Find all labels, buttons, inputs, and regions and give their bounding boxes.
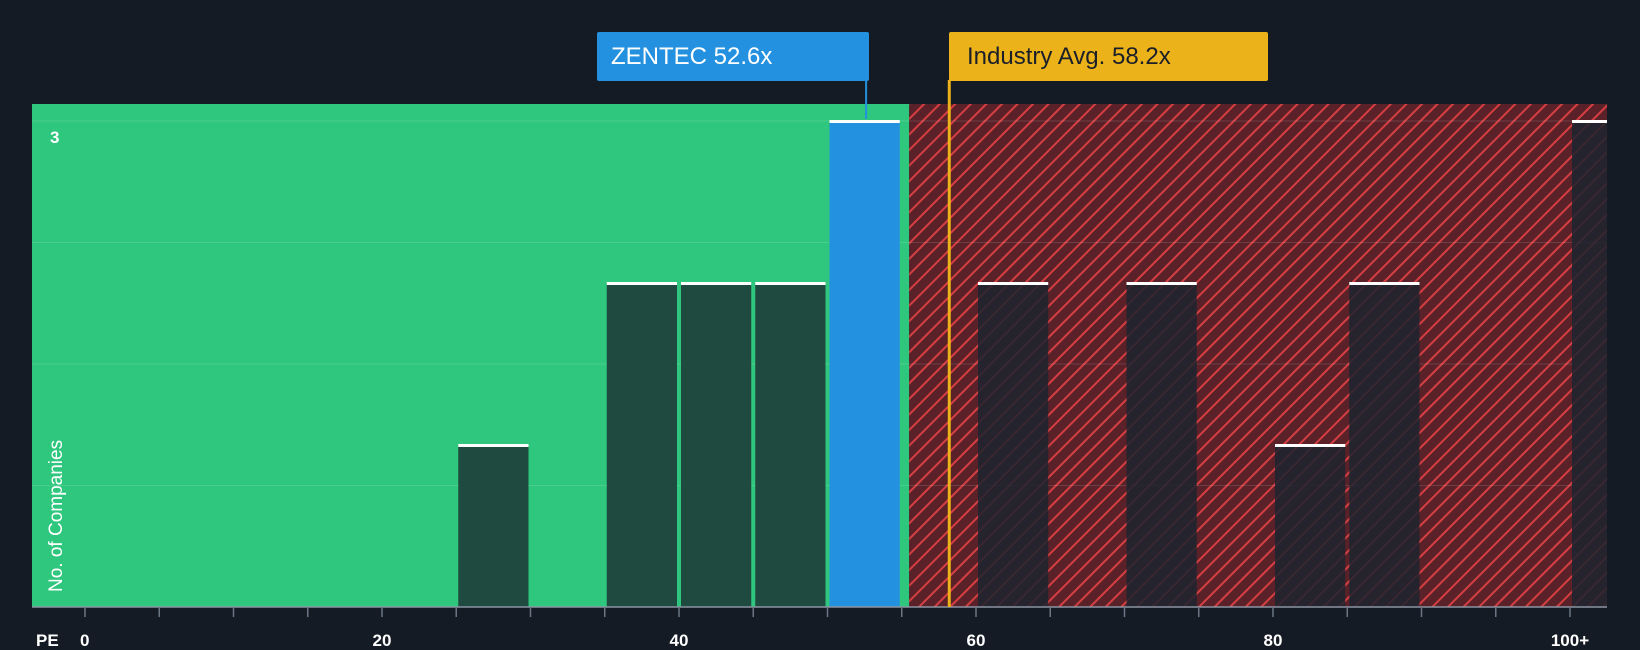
- x-tick-label: 80: [1264, 631, 1283, 650]
- bar-cap: [606, 282, 677, 285]
- y-axis-label: No. of Companies: [46, 440, 67, 592]
- bar-cap: [681, 282, 752, 285]
- bar-cap: [829, 120, 900, 123]
- histogram-bar: [1572, 121, 1607, 607]
- bar-cap: [1349, 282, 1420, 285]
- bar-cap: [1275, 444, 1346, 447]
- company-bin-bar: [829, 121, 900, 607]
- industry-avg-value: 58.2x: [1111, 43, 1171, 70]
- x-tick-label: 100+: [1551, 631, 1589, 650]
- bar-cap: [978, 282, 1049, 285]
- bar-cap: [755, 282, 826, 285]
- histogram-bar: [755, 283, 826, 607]
- bar-cap: [458, 444, 529, 447]
- histogram-bar: [978, 283, 1049, 607]
- y-tick-label: 3: [50, 128, 59, 147]
- histogram-bar: [1349, 283, 1420, 607]
- x-axis-label: PE: [36, 631, 59, 650]
- histogram-bar: [458, 445, 529, 607]
- histogram-bar: [606, 283, 677, 607]
- histogram-bar: [681, 283, 752, 607]
- bar-cap: [1126, 282, 1197, 285]
- company-ticker: ZENTEC: [611, 43, 707, 70]
- company-pe-value: 52.6x: [713, 43, 773, 70]
- company-pe-callout: ZENTEC 52.6x: [597, 32, 869, 81]
- industry-avg-label: Industry Avg.: [967, 43, 1106, 70]
- histogram-bar: [1275, 445, 1346, 607]
- bar-cap: [1572, 120, 1607, 123]
- histogram-bar: [1126, 283, 1197, 607]
- x-tick-label: 0: [80, 631, 89, 650]
- x-tick-label: 40: [670, 631, 689, 650]
- x-tick-label: 60: [967, 631, 986, 650]
- industry-avg-callout: Industry Avg. 58.2x: [949, 32, 1268, 81]
- x-tick-label: 20: [373, 631, 392, 650]
